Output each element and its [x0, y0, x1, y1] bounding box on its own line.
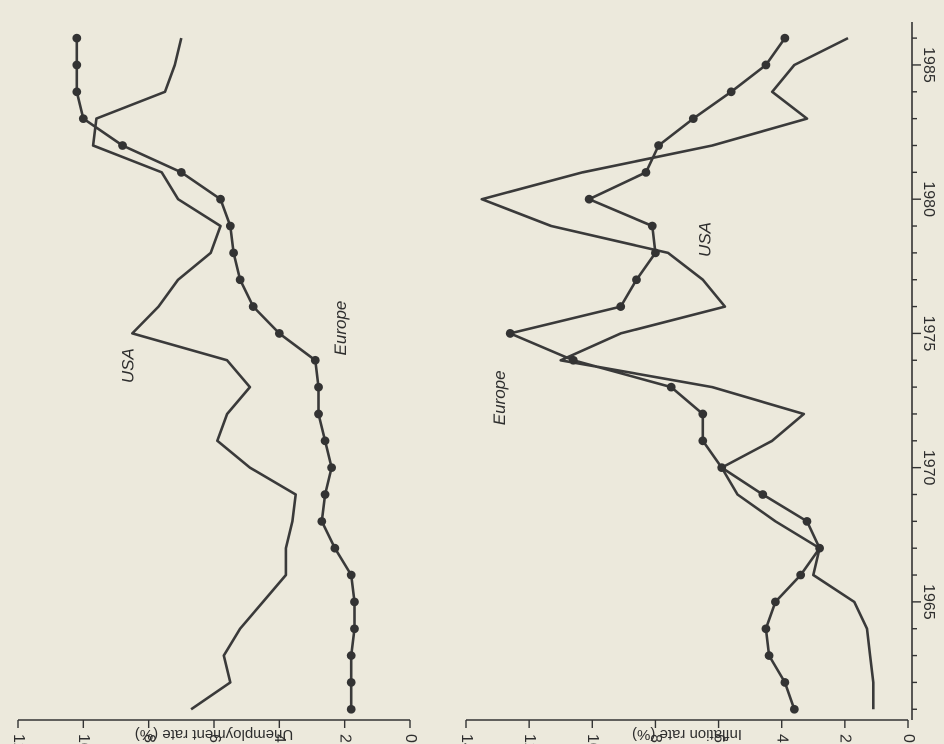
data-point-europe	[651, 248, 660, 258]
data-point-europe	[815, 543, 824, 553]
value-tick-label: 12	[10, 734, 27, 744]
data-point-europe	[789, 704, 799, 714]
data-point-europe	[688, 114, 698, 124]
value-tick-label: 14	[458, 734, 475, 744]
data-point-europe	[72, 33, 82, 43]
data-point-europe	[72, 60, 82, 70]
data-point-europe	[666, 382, 676, 392]
year-tick-label: 1985	[920, 47, 937, 83]
data-point-europe	[314, 382, 323, 392]
series-line-europe	[508, 37, 821, 710]
value-tick-label: 8	[647, 734, 664, 743]
data-point-europe	[314, 409, 323, 419]
data-point-europe	[72, 87, 82, 97]
data-point-europe	[320, 490, 330, 499]
data-point-europe	[761, 624, 771, 634]
value-tick-label: 0	[900, 734, 917, 743]
data-point-europe	[176, 167, 186, 177]
data-point-europe	[78, 114, 88, 124]
value-axis-title: Unemployment rate (%)	[135, 726, 293, 743]
value-tick-label: 10	[584, 734, 601, 744]
value-tick-label: 12	[521, 734, 538, 744]
data-point-europe	[346, 651, 356, 660]
data-point-europe	[330, 543, 340, 553]
value-tick-label: 4	[271, 734, 288, 743]
value-axis-title: Inflation rate (%)	[632, 726, 742, 743]
value-tick-label: 6	[710, 734, 727, 743]
data-point-europe	[647, 221, 657, 231]
data-point-europe	[229, 248, 239, 258]
data-point-europe	[698, 409, 708, 419]
data-point-europe	[118, 141, 127, 150]
data-point-europe	[327, 463, 336, 473]
value-tick-label: 8	[140, 734, 157, 743]
value-tick-label: 6	[206, 734, 223, 743]
data-point-europe	[505, 329, 515, 338]
value-tick-label: 4	[773, 734, 790, 743]
data-point-europe	[310, 355, 320, 365]
data-point-europe	[771, 597, 780, 607]
data-point-europe	[758, 490, 768, 499]
data-point-europe	[584, 194, 594, 204]
data-point-europe	[764, 651, 774, 660]
label-usa-bottom: USA	[695, 222, 714, 257]
data-point-europe	[346, 704, 356, 714]
data-point-europe	[632, 275, 641, 285]
data-point-europe	[248, 302, 258, 311]
panel-2: 0 2 4 6 8 10 12 14 Inflation rate (%)	[458, 33, 917, 744]
series-line-europe	[75, 38, 356, 710]
data-point-europe	[346, 570, 356, 580]
data-point-europe	[568, 355, 578, 365]
data-point-europe	[616, 302, 626, 311]
data-point-europe	[780, 33, 790, 43]
value-tick-label: 2	[837, 734, 854, 743]
value-tick-label: 0	[402, 734, 419, 743]
series-line-usa	[480, 36, 875, 710]
data-point-europe	[320, 436, 330, 446]
data-point-europe	[780, 678, 790, 687]
value-tick-label: 2	[336, 734, 353, 743]
data-point-europe	[350, 597, 359, 607]
data-point-europe	[761, 60, 771, 70]
data-point-europe	[698, 436, 708, 446]
year-tick-label: 1965	[920, 584, 937, 620]
data-point-europe	[802, 516, 812, 526]
data-point-europe	[317, 516, 327, 526]
value-tick-label: 10	[75, 734, 92, 744]
series-line-usa	[91, 37, 297, 711]
data-point-europe	[726, 87, 736, 97]
data-point-europe	[346, 678, 356, 687]
data-point-europe	[717, 463, 727, 473]
year-tick-label: 1970	[920, 450, 937, 486]
data-point-europe	[350, 624, 359, 634]
label-usa-top: USA	[119, 348, 138, 383]
data-point-europe	[235, 275, 245, 285]
data-point-europe	[654, 141, 663, 150]
year-tick-label: 1980	[920, 181, 937, 217]
panel-1: 0 2 4 6 8 10 12 Unemployment rate (%)	[10, 33, 419, 744]
data-point-europe	[216, 194, 225, 204]
label-europe-top: Europe	[331, 301, 350, 356]
year-tick-label: 1975	[920, 316, 937, 352]
data-point-europe	[641, 167, 651, 177]
data-point-europe	[796, 570, 806, 580]
data-point-europe	[225, 221, 235, 231]
label-europe-bottom: Europe	[490, 370, 509, 425]
data-point-europe	[274, 329, 284, 338]
